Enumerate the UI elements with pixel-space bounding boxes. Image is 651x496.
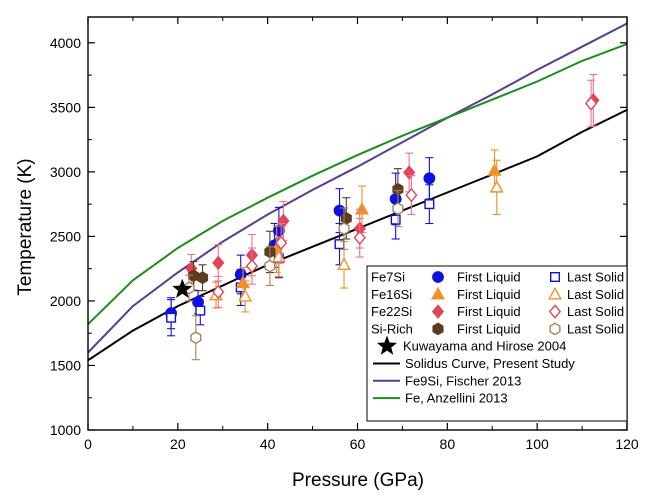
x-tick-label: 120 xyxy=(615,436,639,452)
legend-last-label: Last Solid xyxy=(567,270,624,285)
x-axis-title: Pressure (GPa) xyxy=(292,470,424,491)
data-point xyxy=(423,172,436,185)
data-point xyxy=(188,269,200,283)
data-point xyxy=(245,258,259,274)
legend-first-label: First Liquid xyxy=(457,304,521,319)
legend-last-marker xyxy=(548,286,562,300)
data-point xyxy=(166,312,177,323)
data-point xyxy=(196,271,209,285)
data-point xyxy=(212,255,225,271)
data-point xyxy=(487,163,502,176)
data-point xyxy=(195,305,206,316)
legend-last-marker xyxy=(550,272,561,283)
data-point xyxy=(355,201,369,215)
legend-first-marker xyxy=(432,322,444,336)
legend-group-name: Si-Rich xyxy=(371,321,413,336)
x-tick-label: 80 xyxy=(440,436,456,452)
y-tick-label: 2500 xyxy=(50,228,81,244)
x-tick-label: 0 xyxy=(84,436,92,452)
data-point xyxy=(390,214,401,225)
legend-star-marker xyxy=(376,335,398,355)
data-point xyxy=(353,230,366,245)
data-point xyxy=(424,199,435,210)
legend-last-label: Last Solid xyxy=(567,321,624,336)
legend-group-name: Fe16Si xyxy=(371,287,412,302)
y-tick-label: 1500 xyxy=(50,357,81,373)
axes-layer: 0 20 40 60 80 100 120 1000 1500 2000 2500 3000 3500 4… xyxy=(50,16,639,452)
legend-first-marker xyxy=(431,286,445,300)
series-Fe22Si-last_solid xyxy=(212,79,598,308)
curve-1 xyxy=(87,22,628,354)
legend-last-label: Last Solid xyxy=(567,287,624,302)
data-point xyxy=(392,202,404,216)
data-point xyxy=(337,257,352,270)
y-tick-label: 1000 xyxy=(50,422,81,438)
y-tick-label: 3500 xyxy=(50,99,81,115)
data-point xyxy=(190,331,202,345)
legend-group-name: Fe7Si xyxy=(371,270,405,285)
series-Si-Rich-last_solid xyxy=(183,190,404,361)
x-tick-label: 60 xyxy=(350,436,366,452)
points-layer xyxy=(165,73,600,361)
y-tick-label: 2000 xyxy=(50,293,81,309)
legend-last-marker xyxy=(549,322,561,336)
data-point xyxy=(338,222,350,236)
data-point xyxy=(271,249,286,263)
x-tick-label: 40 xyxy=(260,436,276,452)
data-point xyxy=(235,275,250,289)
data-point xyxy=(238,288,253,302)
curve-2 xyxy=(87,43,628,325)
y-tick-label: 3000 xyxy=(50,164,81,180)
data-point xyxy=(489,179,504,193)
legend-first-label: First Liquid xyxy=(457,287,521,302)
kuwayama-star-point xyxy=(172,278,193,298)
legend-first-marker xyxy=(432,271,444,283)
data-point xyxy=(584,96,598,111)
series-Fe16Si-last_solid xyxy=(209,159,504,313)
x-tick-label: 20 xyxy=(170,436,186,452)
data-point xyxy=(340,211,352,225)
legend-first-label: First Liquid xyxy=(457,270,521,285)
legend-box xyxy=(366,265,628,422)
data-point xyxy=(275,235,288,251)
data-point xyxy=(405,187,418,203)
legend-group-name: Fe22Si xyxy=(371,304,412,319)
data-point xyxy=(212,284,225,300)
data-point xyxy=(403,165,416,180)
legend-first-label: First Liquid xyxy=(457,321,521,336)
legend-line-label: Fe, Anzellini 2013 xyxy=(405,391,508,406)
legend-line-label: Fe9Si, Fischer 2013 xyxy=(405,373,521,388)
legend-last-marker xyxy=(548,304,562,319)
legend-last-label: Last Solid xyxy=(567,304,624,319)
data-point xyxy=(264,259,276,273)
legend: Fe7Si First Liquid Last Solid Fe16Si First L… xyxy=(366,265,628,422)
x-tick-label: 100 xyxy=(525,436,549,452)
y-tick-label: 4000 xyxy=(50,35,81,51)
legend-first-marker xyxy=(431,304,445,319)
series-Fe22Si-first_liquid xyxy=(185,73,600,284)
legend-star-label: Kuwayama and Hirose 2004 xyxy=(403,339,566,354)
y-axis-title: Temperature (K) xyxy=(15,158,36,295)
legend-line-label: Solidus Curve, Present Study xyxy=(405,356,575,371)
